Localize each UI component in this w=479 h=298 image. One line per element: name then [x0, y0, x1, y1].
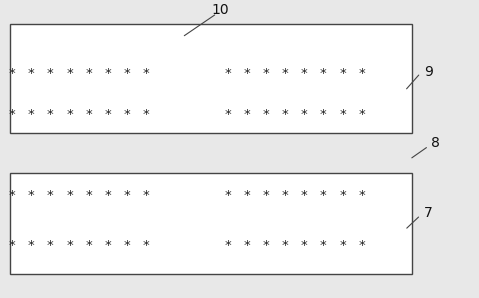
Text: *: *: [85, 239, 92, 252]
Text: *: *: [28, 108, 34, 121]
Text: *: *: [224, 239, 231, 252]
Text: *: *: [282, 108, 288, 121]
Text: *: *: [243, 66, 250, 80]
Text: *: *: [66, 239, 73, 252]
Text: *: *: [66, 66, 73, 80]
Text: *: *: [9, 66, 15, 80]
Text: *: *: [143, 239, 149, 252]
Text: *: *: [28, 189, 34, 202]
Text: *: *: [104, 239, 111, 252]
Text: *: *: [243, 189, 250, 202]
Text: *: *: [358, 189, 365, 202]
Text: *: *: [339, 189, 346, 202]
Text: *: *: [104, 189, 111, 202]
Text: *: *: [104, 66, 111, 80]
Text: *: *: [224, 189, 231, 202]
Bar: [10, 24, 412, 133]
Text: *: *: [224, 66, 231, 80]
Text: *: *: [262, 66, 269, 80]
Text: *: *: [262, 189, 269, 202]
Text: *: *: [282, 189, 288, 202]
Text: 10: 10: [212, 4, 229, 17]
Text: *: *: [143, 189, 149, 202]
Text: *: *: [320, 66, 327, 80]
Text: *: *: [358, 108, 365, 121]
Text: *: *: [339, 239, 346, 252]
Text: *: *: [28, 66, 34, 80]
Text: *: *: [124, 239, 130, 252]
Text: *: *: [262, 108, 269, 121]
Text: *: *: [358, 66, 365, 80]
Text: *: *: [28, 239, 34, 252]
Text: *: *: [47, 66, 54, 80]
Text: *: *: [85, 189, 92, 202]
Text: *: *: [282, 66, 288, 80]
Text: 8: 8: [432, 136, 440, 150]
Text: *: *: [339, 66, 346, 80]
Bar: [10, 173, 412, 274]
Text: 7: 7: [424, 206, 433, 220]
Text: *: *: [47, 189, 54, 202]
Text: *: *: [262, 239, 269, 252]
Text: *: *: [104, 108, 111, 121]
Text: 9: 9: [424, 65, 433, 78]
Text: *: *: [339, 108, 346, 121]
Text: *: *: [47, 108, 54, 121]
Text: *: *: [301, 189, 308, 202]
Text: *: *: [124, 189, 130, 202]
Text: *: *: [358, 239, 365, 252]
Text: *: *: [66, 108, 73, 121]
Text: *: *: [9, 239, 15, 252]
Text: *: *: [301, 239, 308, 252]
Text: *: *: [85, 66, 92, 80]
Text: *: *: [124, 66, 130, 80]
Text: *: *: [124, 108, 130, 121]
Text: *: *: [282, 239, 288, 252]
Text: *: *: [301, 66, 308, 80]
Text: *: *: [85, 108, 92, 121]
Text: *: *: [47, 239, 54, 252]
Text: *: *: [320, 239, 327, 252]
Text: *: *: [320, 189, 327, 202]
Text: *: *: [143, 108, 149, 121]
Text: *: *: [9, 189, 15, 202]
Text: *: *: [224, 108, 231, 121]
Text: *: *: [243, 239, 250, 252]
Text: *: *: [9, 108, 15, 121]
Text: *: *: [143, 66, 149, 80]
Text: *: *: [320, 108, 327, 121]
Text: *: *: [243, 108, 250, 121]
Text: *: *: [301, 108, 308, 121]
Text: *: *: [66, 189, 73, 202]
